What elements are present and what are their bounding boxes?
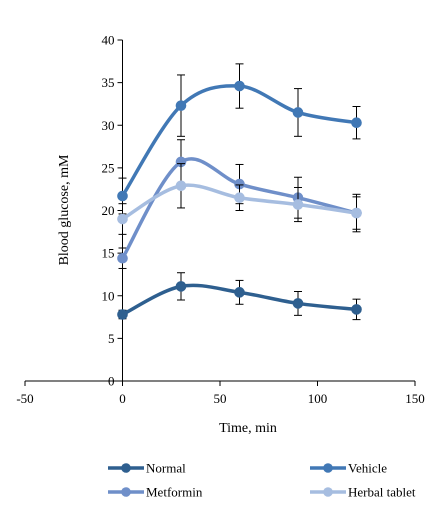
- x-axis-label: Time, min: [219, 421, 277, 436]
- data-point: [175, 100, 187, 111]
- data-point: [351, 117, 362, 128]
- legend-label: Herbal tablet: [348, 485, 416, 500]
- y-tick-label: 5: [108, 331, 115, 346]
- legend-label: Metformin: [146, 485, 203, 500]
- x-tick-label: -50: [16, 391, 33, 406]
- data-point: [351, 207, 362, 219]
- x-tick-label: 100: [308, 391, 328, 406]
- legend-item: Herbal tablet: [310, 485, 416, 500]
- data-point: [292, 107, 304, 118]
- legend: Normal Vehicle Metformin Herbal tablet: [108, 461, 416, 500]
- data-point: [292, 298, 304, 309]
- data-point: [234, 287, 245, 298]
- axes: 0 5 10 15 20 25 30 35 40 -50 0 50 100 150: [16, 33, 424, 407]
- data-point: [175, 180, 187, 192]
- legend-item: Metformin: [108, 485, 203, 500]
- data-point: [117, 190, 128, 202]
- y-tick-label: 25: [102, 160, 115, 175]
- y-tick-label: 0: [108, 374, 115, 389]
- y-tick-label: 30: [102, 118, 115, 133]
- legend-swatch-marker: [323, 487, 333, 497]
- legend-swatch-marker: [121, 463, 131, 473]
- x-tick-label: 50: [214, 391, 227, 406]
- data-point: [234, 192, 245, 204]
- data-point: [351, 304, 362, 315]
- legend-item: Normal: [108, 461, 186, 476]
- y-tick-label: 20: [102, 203, 115, 218]
- series-layer: [117, 63, 362, 321]
- data-point: [175, 281, 187, 292]
- y-tick-label: 35: [102, 75, 115, 90]
- series-normal: [117, 272, 362, 321]
- legend-swatch-marker: [121, 487, 131, 497]
- data-point: [117, 252, 128, 264]
- legend-label: Normal: [146, 461, 186, 476]
- data-point: [234, 80, 245, 92]
- legend-item: Vehicle: [310, 461, 387, 476]
- data-point: [117, 213, 128, 225]
- y-tick-label: 10: [102, 288, 115, 303]
- x-tick-label: 150: [405, 391, 425, 406]
- y-axis-label: Blood glucose, mM: [57, 154, 72, 265]
- data-point: [292, 199, 304, 210]
- y-tick-label: 15: [102, 246, 115, 261]
- legend-label: Vehicle: [348, 461, 387, 476]
- data-point: [117, 309, 128, 320]
- y-tick-label: 40: [102, 33, 115, 48]
- series-vehicle: [117, 63, 362, 215]
- legend-swatch-marker: [323, 463, 333, 473]
- x-tick-label: 0: [119, 391, 126, 406]
- series-herbal-tablet: [117, 163, 362, 235]
